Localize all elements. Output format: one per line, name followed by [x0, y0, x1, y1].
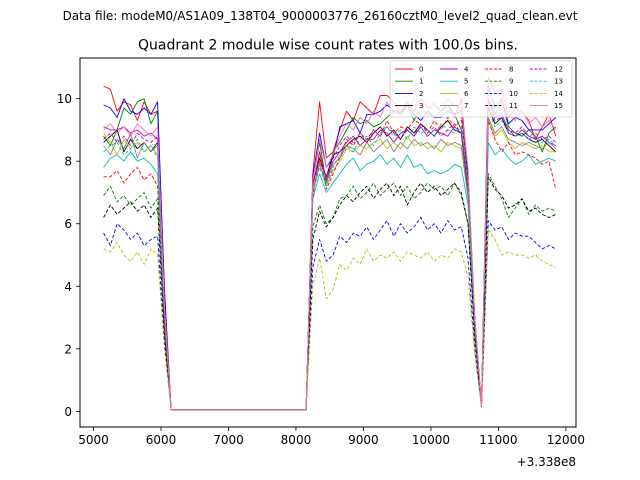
legend-label: 12: [554, 66, 563, 74]
series-line-11: [103, 176, 556, 411]
x-tick-label: 12000: [547, 433, 585, 447]
legend-label: 13: [554, 78, 563, 86]
y-tick-label: 2: [64, 342, 72, 356]
legend-frame: [389, 60, 573, 118]
x-axis-ticks: 5000 6000 7000 8000 9000 10000 11000 12000: [78, 427, 585, 447]
legend-label: 0: [419, 66, 423, 74]
series-line-9: [103, 173, 556, 411]
x-tick-label: 8000: [281, 433, 312, 447]
series-line-10: [103, 217, 556, 411]
legend-label: 4: [464, 66, 469, 74]
legend-label: 10: [509, 90, 518, 98]
x-tick-label: 6000: [146, 433, 177, 447]
series-line-14: [103, 229, 556, 411]
x-tick-label: 5000: [78, 433, 109, 447]
chart-title: Quadrant 2 module wise count rates with …: [138, 38, 518, 54]
x-tick-label: 9000: [348, 433, 379, 447]
x-tick-label: 7000: [213, 433, 244, 447]
legend-label: 3: [419, 102, 423, 110]
legend-label: 1: [419, 78, 423, 86]
y-tick-label: 4: [64, 280, 72, 294]
plot-series-group: [103, 76, 557, 411]
y-tick-label: 8: [64, 155, 72, 169]
y-tick-label: 10: [57, 92, 72, 106]
y-tick-label: 0: [64, 405, 72, 419]
figure-suptitle: Data file: modeM0/AS1A09_138T04_90000037…: [63, 9, 578, 23]
legend-label: 5: [464, 78, 468, 86]
legend-label: 14: [554, 90, 563, 98]
legend-label: 15: [554, 102, 563, 110]
legend-label: 7: [464, 102, 468, 110]
x-tick-label: 10000: [412, 433, 450, 447]
legend-label: 9: [509, 78, 513, 86]
axes-frame: [79, 57, 577, 428]
y-tick-label: 6: [64, 217, 72, 231]
legend-label: 11: [509, 102, 518, 110]
x-axis-offset-label: +3.338e8: [517, 455, 576, 469]
x-tick-label: 11000: [479, 433, 517, 447]
legend-label: 6: [464, 90, 469, 98]
y-axis-ticks: 0 2 4 6 8 10: [57, 92, 80, 419]
series-line-15: [103, 88, 557, 411]
legend-label: 2: [419, 90, 423, 98]
legend-label: 8: [509, 66, 513, 74]
